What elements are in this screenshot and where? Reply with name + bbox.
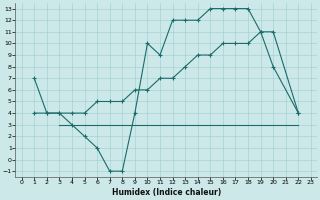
X-axis label: Humidex (Indice chaleur): Humidex (Indice chaleur) — [112, 188, 221, 197]
